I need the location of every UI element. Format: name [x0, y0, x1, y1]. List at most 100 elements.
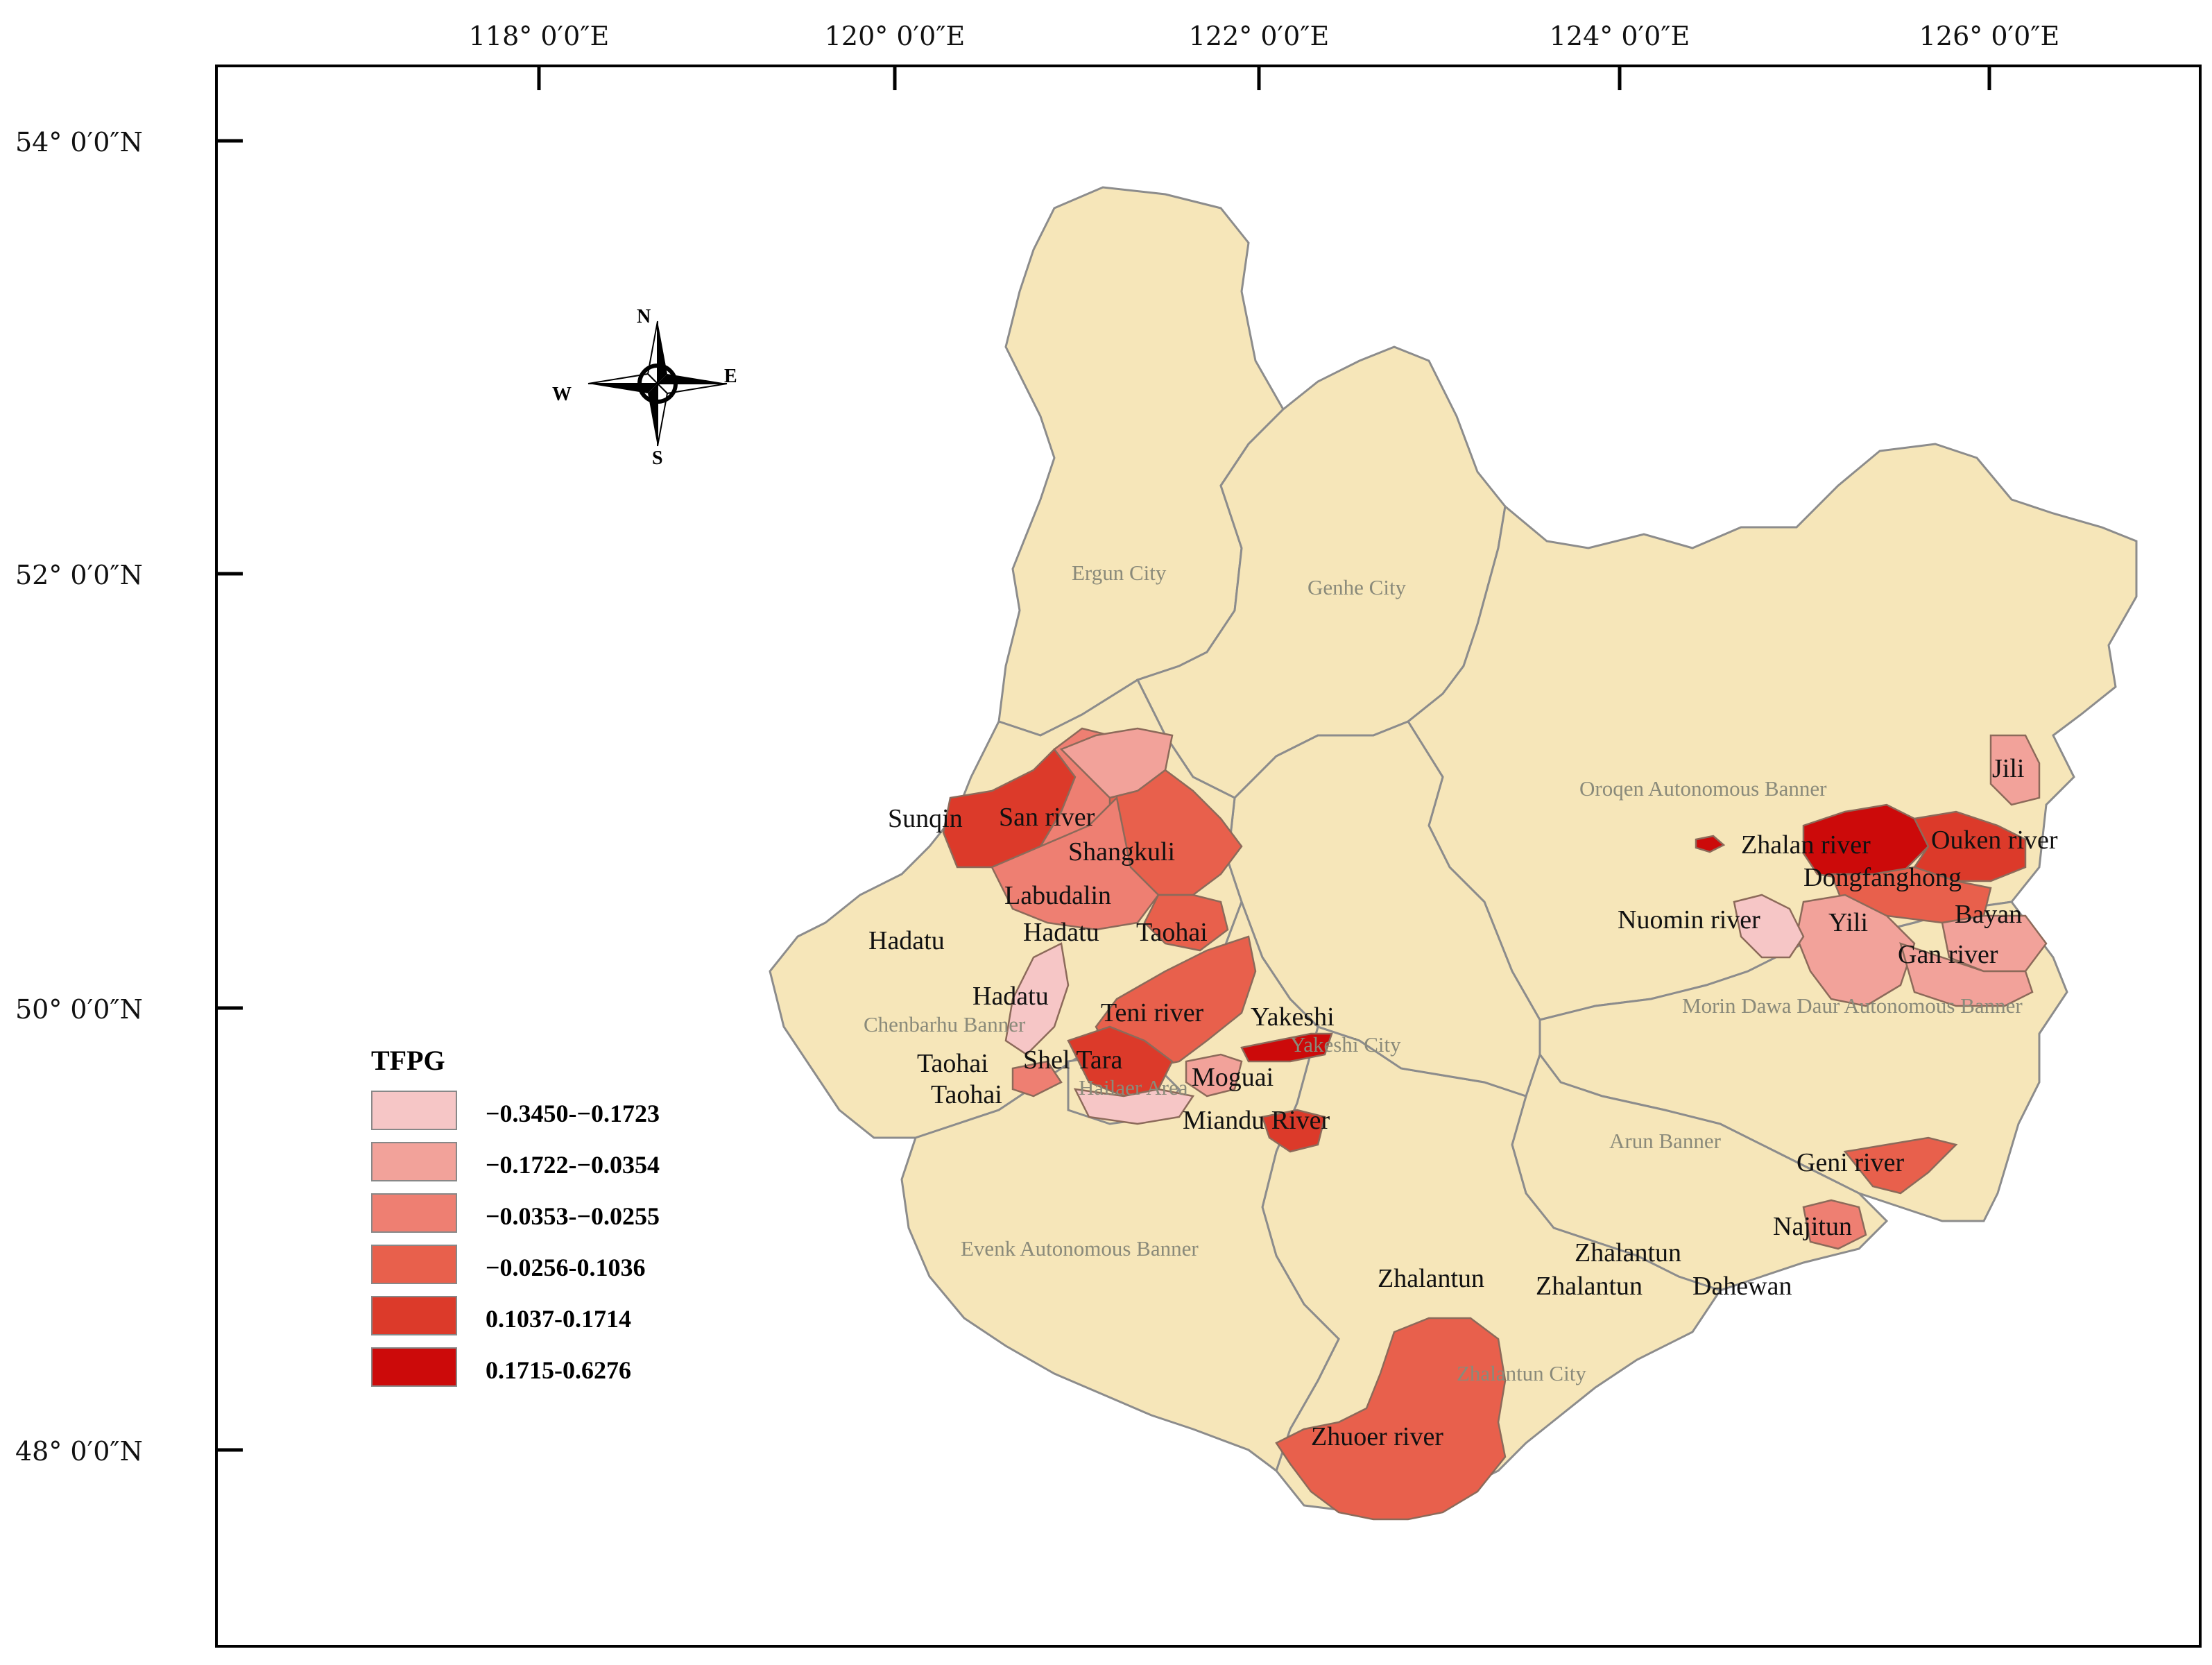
- lat-label-50: 50° 0′0″N: [15, 994, 143, 1025]
- legend-label-2: −0.1722-−0.0354: [486, 1151, 660, 1179]
- compass-west-light: [588, 373, 660, 384]
- legend-swatch-2: [371, 1142, 457, 1181]
- town-ouken-river-area: [1913, 810, 2027, 882]
- label-taohai-north: Taohai: [1136, 918, 1208, 947]
- label-hailaer: Hailaer Area: [1079, 1075, 1188, 1100]
- lon-label-126: 126° 0′0″E: [1919, 21, 2060, 51]
- town-labels: Sunqin San river Shangkuli Labudalin Had…: [868, 754, 2058, 1451]
- town-hailaer-pink: [1073, 1088, 1195, 1125]
- label-evenk-banner: Evenk Autonomous Banner: [961, 1236, 1199, 1261]
- town-yakeshi-area: [1240, 1032, 1333, 1063]
- compass-ring: [637, 364, 678, 404]
- label-teni-river: Teni river: [1101, 998, 1204, 1027]
- legend-swatch-4: [371, 1245, 457, 1284]
- label-gan-river: Gan river: [1898, 940, 1998, 969]
- label-genhe-city: Genhe City: [1308, 575, 1407, 599]
- lat-label-54: 54° 0′0″N: [15, 127, 143, 157]
- label-zhalan-river: Zhalan river: [1741, 830, 1871, 860]
- legend-label-1: −0.3450-−0.1723: [486, 1100, 660, 1127]
- compass-east-light: [655, 383, 728, 395]
- label-zhalantun-2: Zhalantun: [1378, 1264, 1484, 1293]
- legend-swatch-5: [371, 1296, 457, 1335]
- admin-labels: Ergun City Genhe City Oroqen Autonomous …: [864, 561, 2023, 1385]
- label-moguai: Moguai: [1192, 1063, 1274, 1092]
- label-shel-tara: Shel Tara: [1023, 1045, 1122, 1075]
- compass-north-light: [646, 321, 658, 386]
- town-zhuoer-river-area: [1275, 1317, 1507, 1521]
- label-yakeshi: Yakeshi: [1251, 1002, 1335, 1032]
- compass-south-light: [657, 382, 669, 447]
- label-yakeshi-city: Yakeshi City: [1290, 1032, 1401, 1057]
- label-chenbarhu: Chenbarhu Banner: [864, 1012, 1026, 1036]
- legend-label-6: 0.1715-0.6276: [486, 1356, 631, 1384]
- label-arun-banner: Arun Banner: [1609, 1129, 1722, 1153]
- town-yili-area: [1795, 894, 1916, 1007]
- town-small-red-patch: [1695, 835, 1726, 853]
- lat-label-48: 48° 0′0″N: [15, 1436, 143, 1467]
- label-ouken-river: Ouken river: [1931, 826, 2058, 855]
- label-geni-river: Geni river: [1797, 1148, 1904, 1177]
- compass-rose-icon: N S E W: [552, 306, 737, 469]
- town-nuomin-river-area: [1733, 894, 1805, 959]
- label-dongfanghong: Dongfanghong: [1803, 863, 1962, 892]
- label-hadatu-west: Hadatu: [868, 926, 945, 955]
- legend-label-5: 0.1037-0.1714: [486, 1305, 631, 1333]
- label-taohai-south: Taohai: [931, 1080, 1002, 1109]
- legend-swatch-3: [371, 1193, 457, 1233]
- label-sunqin: Sunqin: [888, 804, 963, 833]
- label-bayan: Bayan: [1955, 900, 2022, 929]
- label-hadatu-center: Hadatu: [1023, 918, 1099, 947]
- latitude-axis: 54° 0′0″N 52° 0′0″N 50° 0′0″N 48° 0′0″N: [15, 127, 243, 1467]
- town-jili-area: [1989, 734, 2041, 806]
- town-moguai-area: [1185, 1053, 1243, 1098]
- town-shel-tara-area: [1067, 1025, 1174, 1098]
- legend-swatch-1: [371, 1091, 457, 1130]
- township-layer: [942, 727, 2048, 1521]
- legend: TFPG −0.3450-−0.1723 −0.1722-−0.0354 −0.…: [371, 1045, 660, 1387]
- town-bayan-area: [1941, 914, 2048, 973]
- legend-swatch-6: [371, 1347, 457, 1387]
- label-ergun-city: Ergun City: [1072, 561, 1167, 585]
- legend-title: TFPG: [371, 1045, 445, 1076]
- label-najitun: Najitun: [1773, 1212, 1852, 1241]
- lon-label-118: 118° 0′0″E: [469, 21, 610, 51]
- town-zhalan-river-area: [1802, 803, 1930, 882]
- label-zhalantun-1: Zhalantun: [1575, 1238, 1681, 1267]
- label-zhuoer-river: Zhuoer river: [1311, 1422, 1443, 1451]
- lon-label-120: 120° 0′0″E: [825, 21, 966, 51]
- label-jili: Jili: [1992, 754, 2024, 783]
- town-geni-river-area: [1843, 1136, 1958, 1195]
- lon-label-122: 122° 0′0″E: [1189, 21, 1330, 51]
- label-nuomin-river: Nuomin river: [1618, 905, 1760, 934]
- label-zhalantun-3: Zhalantun: [1536, 1272, 1643, 1301]
- lat-label-52: 52° 0′0″N: [15, 560, 143, 590]
- longitude-axis: 118° 0′0″E 120° 0′0″E 122° 0′0″E 124° 0′…: [469, 21, 2060, 90]
- lon-label-124: 124° 0′0″E: [1550, 21, 1690, 51]
- compass-w: W: [552, 384, 572, 405]
- label-hadatu-south: Hadatu: [972, 982, 1049, 1011]
- label-shangkuli: Shangkuli: [1068, 837, 1175, 866]
- town-gan-river-area: [1899, 942, 2034, 1007]
- label-taohai-mid: Taohai: [917, 1049, 988, 1078]
- compass-e: E: [724, 366, 737, 387]
- town-hadatu-area: [1004, 942, 1070, 1056]
- town-miandu-river-area: [1261, 1109, 1326, 1153]
- label-miandu-river: Miandu River: [1183, 1106, 1330, 1135]
- label-labudalin: Labudalin: [1004, 881, 1111, 910]
- map-frame: [215, 65, 2202, 1648]
- legend-label-3: −0.0353-−0.0255: [486, 1202, 660, 1230]
- town-taohai-south: [1011, 1060, 1063, 1098]
- label-oroqen-banner: Oroqen Autonomous Banner: [1579, 776, 1827, 801]
- compass-n: N: [637, 306, 651, 327]
- compass-s: S: [652, 447, 663, 469]
- label-yili: Yili: [1828, 908, 1868, 937]
- label-zhalantun-city: Zhalantun City: [1457, 1361, 1586, 1385]
- label-san-river: San river: [999, 803, 1095, 832]
- town-taohai-north: [1143, 894, 1229, 952]
- label-dahewan: Dahewan: [1692, 1272, 1792, 1301]
- label-morin-dawa: Morin Dawa Daur Autonomous Banner: [1682, 993, 2023, 1018]
- legend-label-4: −0.0256-0.1036: [486, 1254, 646, 1281]
- town-najitun-area: [1802, 1199, 1867, 1250]
